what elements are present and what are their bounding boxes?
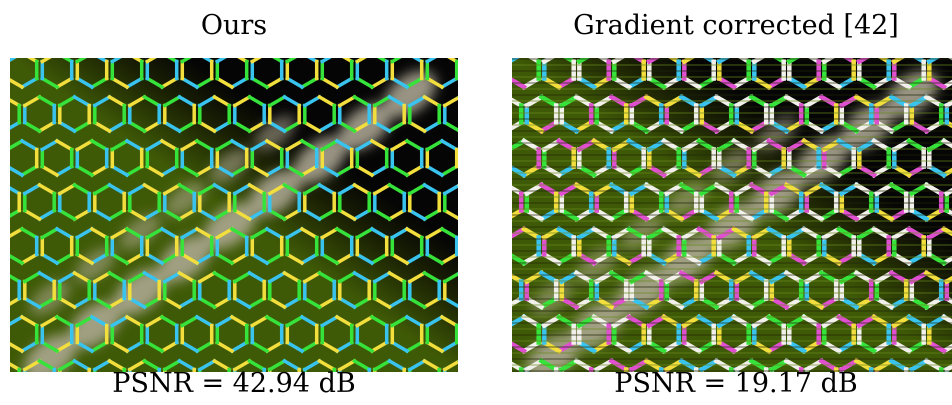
gray-blobs xyxy=(23,70,437,372)
psnr-caption: PSNR = 42.94 dB xyxy=(112,368,356,399)
panel-ours: Ours PSNR = 42.94 dB xyxy=(10,0,458,405)
panel-gradient-corrected: Gradient corrected [42] PSNR = 19.17 dB xyxy=(512,0,952,405)
color-artifacts xyxy=(512,58,952,372)
demosaic-image-ours xyxy=(10,58,458,372)
demosaic-image-gradient-corrected xyxy=(512,58,952,372)
psnr-caption: PSNR = 19.17 dB xyxy=(614,368,858,399)
panel-title: Gradient corrected [42] xyxy=(573,10,899,41)
panel-title: Ours xyxy=(200,10,268,41)
hexagon-lattice xyxy=(512,58,952,372)
hexagon-lattice xyxy=(10,58,458,372)
